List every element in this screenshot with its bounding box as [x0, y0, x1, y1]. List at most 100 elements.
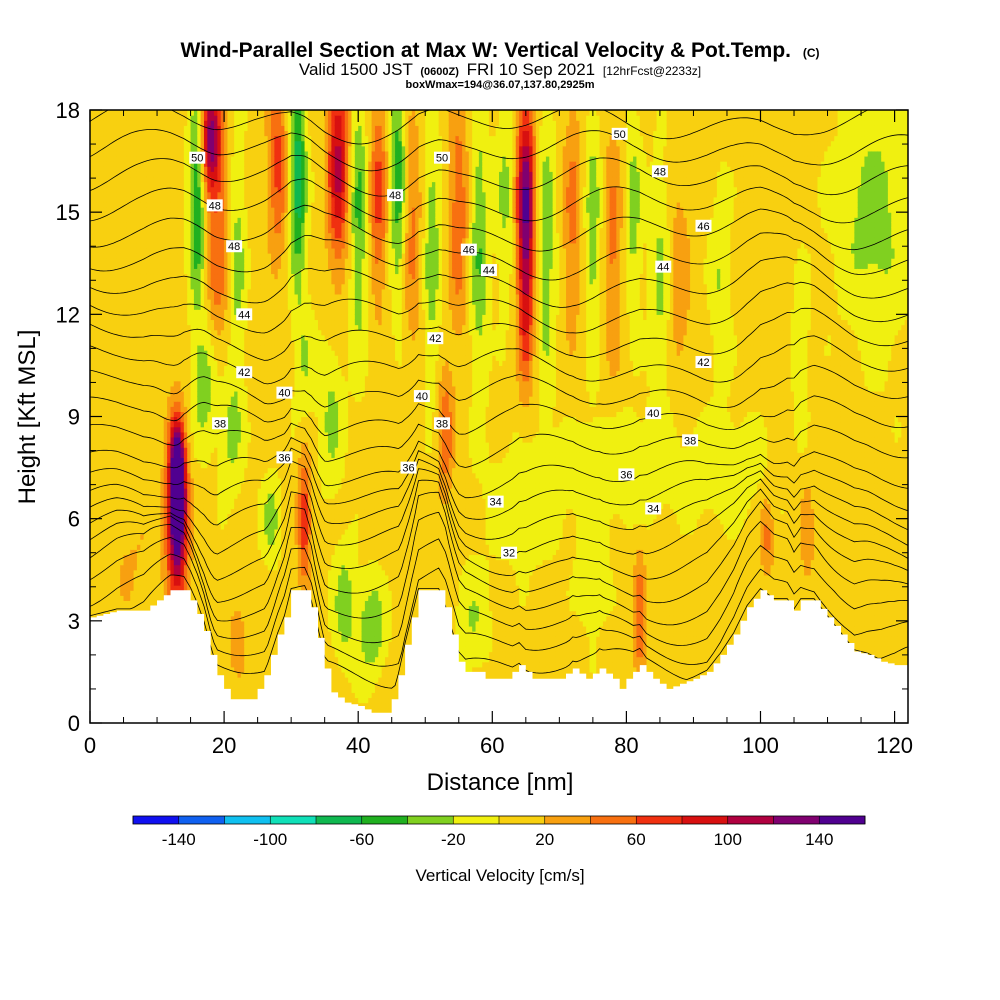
field-cell: [214, 447, 218, 453]
field-cell: [100, 523, 105, 530]
field-cell: [167, 482, 172, 489]
field-cell: [116, 528, 121, 535]
field-cell: [217, 120, 222, 126]
field-cell: [123, 585, 128, 591]
field-cell: [90, 493, 94, 499]
field-cell: [167, 242, 172, 249]
field-cell: [120, 385, 125, 392]
field-cell: [153, 375, 158, 382]
field-cell: [90, 447, 94, 453]
field-cell: [96, 554, 101, 561]
field-cell: [150, 436, 155, 443]
field-cell: [197, 411, 202, 418]
field-cell: [113, 401, 118, 407]
field-cell: [217, 656, 222, 663]
field-cell: [167, 115, 172, 121]
field-cell: [214, 237, 218, 244]
field-cell: [217, 110, 222, 116]
field-cell: [190, 293, 195, 300]
field-cell: [100, 263, 105, 269]
field-cell: [214, 130, 218, 137]
field-cell: [180, 171, 185, 178]
field-cell: [103, 426, 108, 433]
field-cell: [123, 176, 128, 183]
field-cell: [197, 564, 202, 571]
field-cell: [193, 590, 198, 596]
field-cell: [160, 299, 165, 305]
field-cell: [180, 242, 185, 249]
field-cell: [153, 518, 158, 525]
field-cell: [220, 569, 225, 576]
field-cell: [160, 426, 165, 433]
field-cell: [116, 115, 121, 121]
field-cell: [146, 278, 151, 285]
field-cell: [200, 212, 205, 218]
field-cell: [103, 421, 108, 428]
field-cell: [183, 125, 188, 132]
field-cell: [123, 150, 128, 157]
field-cell: [183, 477, 188, 484]
field-cell: [173, 569, 178, 576]
field-cell: [183, 222, 188, 229]
field-cell: [103, 390, 108, 397]
field-cell: [136, 288, 141, 295]
field-cell: [197, 207, 202, 213]
field-cell: [123, 115, 128, 121]
field-cell: [110, 258, 115, 264]
field-cell: [130, 503, 135, 510]
field-cell: [120, 600, 125, 607]
field-cell: [93, 477, 98, 484]
field-cell: [167, 293, 172, 300]
field-cell: [207, 549, 212, 556]
field-cell: [130, 242, 135, 249]
field-cell: [146, 350, 151, 356]
field-cell: [116, 533, 121, 540]
field-cell: [157, 135, 161, 142]
field-cell: [136, 176, 141, 183]
field-cell: [193, 559, 198, 566]
field-cell: [163, 319, 168, 326]
field-cell: [207, 217, 212, 223]
field-cell: [210, 212, 215, 218]
field-cell: [153, 253, 158, 259]
field-cell: [116, 288, 121, 295]
field-cell: [110, 283, 115, 290]
field-cell: [103, 125, 108, 132]
field-cell: [90, 191, 94, 198]
field-cell: [163, 186, 168, 193]
field-cell: [177, 166, 182, 172]
field-cell: [120, 472, 125, 479]
field-cell: [180, 467, 185, 474]
field-cell: [190, 365, 195, 372]
field-cell: [197, 319, 202, 326]
field-cell: [210, 442, 215, 448]
field-cell: [96, 355, 101, 361]
field-cell: [217, 452, 222, 458]
field-cell: [96, 334, 101, 341]
field-cell: [160, 304, 165, 310]
field-cell: [100, 544, 105, 550]
field-cell: [90, 375, 94, 382]
field-cell: [123, 559, 128, 566]
field-cell: [96, 273, 101, 280]
field-cell: [100, 227, 105, 234]
field-cell: [120, 324, 125, 331]
field-cell: [173, 125, 178, 132]
field-cell: [157, 130, 161, 137]
field-cell: [214, 171, 218, 178]
field-cell: [106, 595, 111, 601]
field-cell: [217, 482, 222, 489]
field-cell: [133, 411, 138, 418]
field-cell: [146, 283, 151, 290]
field-cell: [207, 150, 212, 157]
field-cell: [103, 457, 108, 464]
field-cell: [203, 426, 208, 433]
field-cell: [177, 452, 182, 458]
field-cell: [153, 186, 158, 193]
field-cell: [210, 191, 215, 198]
field-cell: [180, 518, 185, 525]
field-cell: [177, 329, 182, 336]
field-cell: [113, 585, 118, 591]
field-cell: [193, 176, 198, 183]
field-cell: [130, 544, 135, 550]
